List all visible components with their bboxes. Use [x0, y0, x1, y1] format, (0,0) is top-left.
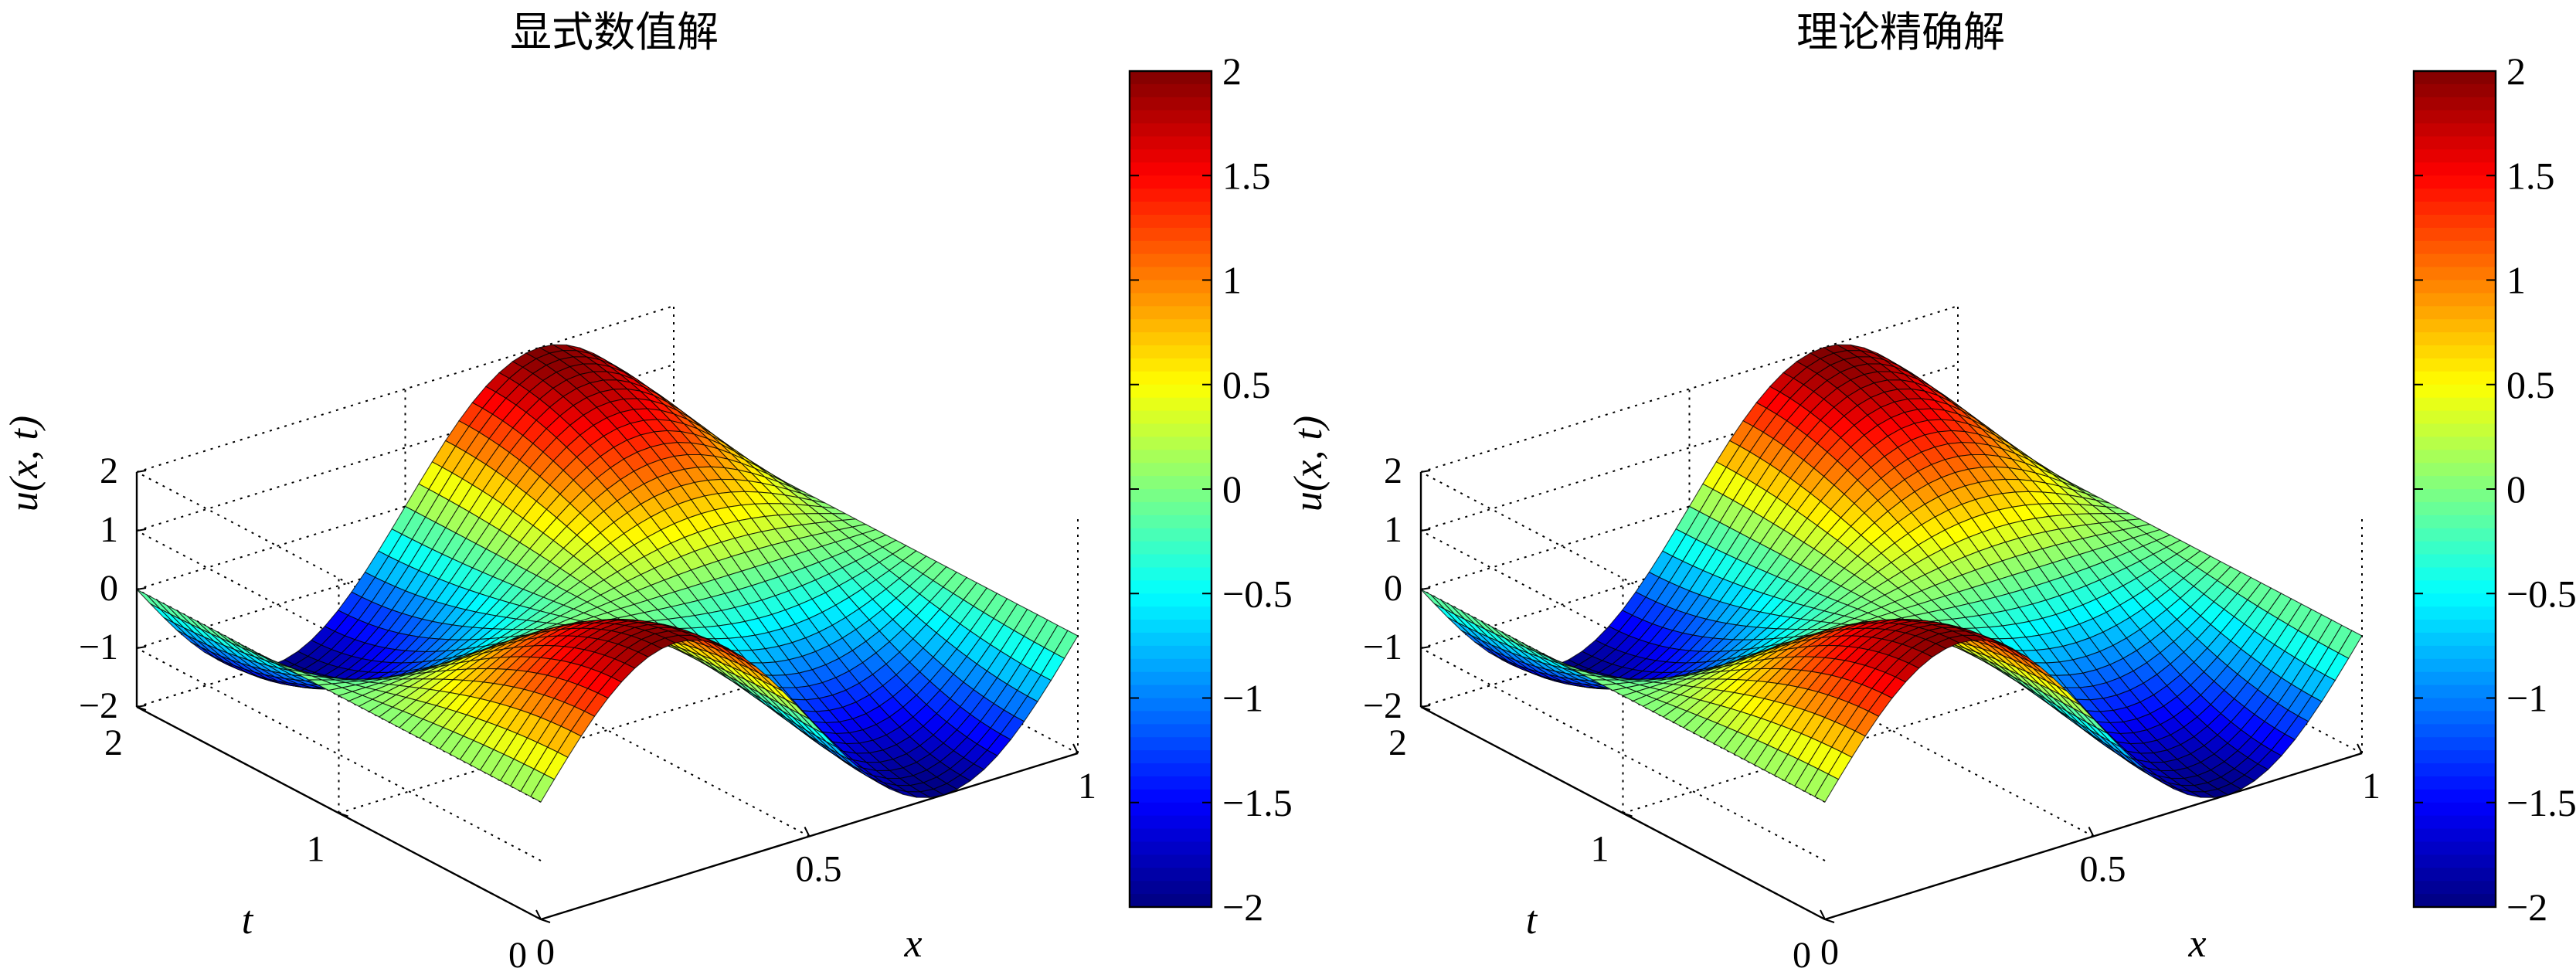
colorbar-tick-label: 1.5 — [2506, 154, 2555, 197]
z-axis-label: u(x, t) — [2, 416, 46, 511]
t-tick-label: 1 — [1591, 829, 1609, 870]
z-tick-label: 0 — [1384, 568, 1402, 609]
colorbar-tick-label: 0 — [2506, 467, 2526, 511]
chart-title: 显式数值解 — [510, 9, 719, 56]
colorbar-tick-label: 1 — [1222, 259, 1242, 302]
tick-labels: −2 −1 0 1 2 0 0.5 1 0 1 2 — [79, 450, 1096, 975]
colorbar-tick-label: −0.5 — [1222, 572, 1293, 615]
t-tick-label: 0 — [1793, 935, 1811, 975]
colorbar-tick-label: 1 — [2506, 259, 2526, 302]
colorbar-tick-label: −1.5 — [1222, 781, 1293, 824]
t-tick-label: 1 — [307, 829, 325, 870]
colorbar-tick-label: 0.5 — [1222, 363, 1271, 406]
colorbar-tick-label: −2 — [2506, 885, 2547, 929]
surface-mesh — [1420, 344, 2363, 803]
colorbar-tick-label: 2 — [1222, 49, 1242, 93]
z-tick-label: −1 — [1363, 627, 1402, 668]
t-tick-label: 2 — [1388, 722, 1407, 763]
x-tick-label: 0.5 — [2080, 849, 2126, 890]
t-tick-label: 0 — [508, 935, 527, 975]
x-tick-label: 0 — [536, 932, 555, 973]
z-tick-label: −2 — [1363, 685, 1402, 726]
z-axis-label: u(x, t) — [1286, 416, 1330, 511]
z-tick-label: 2 — [100, 450, 118, 491]
z-tick-label: 2 — [1384, 450, 1402, 491]
chart-title: 理论精确解 — [1796, 9, 2005, 56]
colorbar-tick-label: 0.5 — [2506, 363, 2555, 406]
z-tick-label: 1 — [1384, 509, 1402, 550]
colorbar-tick-label: −1 — [2506, 677, 2547, 720]
surface-plot-1: −2 −1 0 1 2 0 0.5 1 0 1 2 x t u(x, t) 显式数值解 2 1.5 1 0.5 0 −0… — [2, 9, 1293, 975]
x-axis-label: x — [903, 922, 922, 966]
x-tick-label: 0 — [1820, 932, 1839, 973]
z-tick-label: −2 — [79, 685, 118, 726]
colorbar-tick-label: −1 — [1222, 677, 1263, 720]
colorbar-tick-label: −0.5 — [2506, 572, 2576, 615]
t-axis-label: t — [1526, 899, 1538, 943]
tick-labels: −2 −1 0 1 2 0 0.5 1 0 1 2 — [1363, 450, 2381, 975]
surface-mesh — [136, 344, 1079, 803]
colorbar: 2 1.5 1 0.5 0 −0.5 −1 −1.5 −2 — [2412, 49, 2576, 929]
x-tick-label: 1 — [1078, 766, 1096, 807]
colorbar-tick-label: 0 — [1222, 467, 1242, 511]
surface-plot-2: −2 −1 0 1 2 0 0.5 1 0 1 2 x t u(x, t) 理论精确解 2 1.5 1 0.5 0 −0… — [1286, 9, 2576, 975]
colorbar-tick-label: 2 — [2506, 49, 2526, 93]
t-tick-label: 2 — [104, 722, 123, 763]
t-axis-label: t — [242, 899, 254, 943]
colorbar-tick-label: 1.5 — [1222, 154, 1271, 197]
x-tick-label: 1 — [2362, 766, 2381, 807]
z-tick-label: −1 — [79, 627, 118, 668]
x-axis-label: x — [2187, 922, 2206, 966]
z-tick-label: 0 — [100, 568, 118, 609]
z-tick-label: 1 — [100, 509, 118, 550]
x-tick-label: 0.5 — [796, 849, 842, 890]
colorbar-tick-label: −2 — [1222, 885, 1263, 929]
colorbar: 2 1.5 1 0.5 0 −0.5 −1 −1.5 −2 — [1128, 49, 1293, 929]
colorbar-tick-label: −1.5 — [2506, 781, 2576, 824]
